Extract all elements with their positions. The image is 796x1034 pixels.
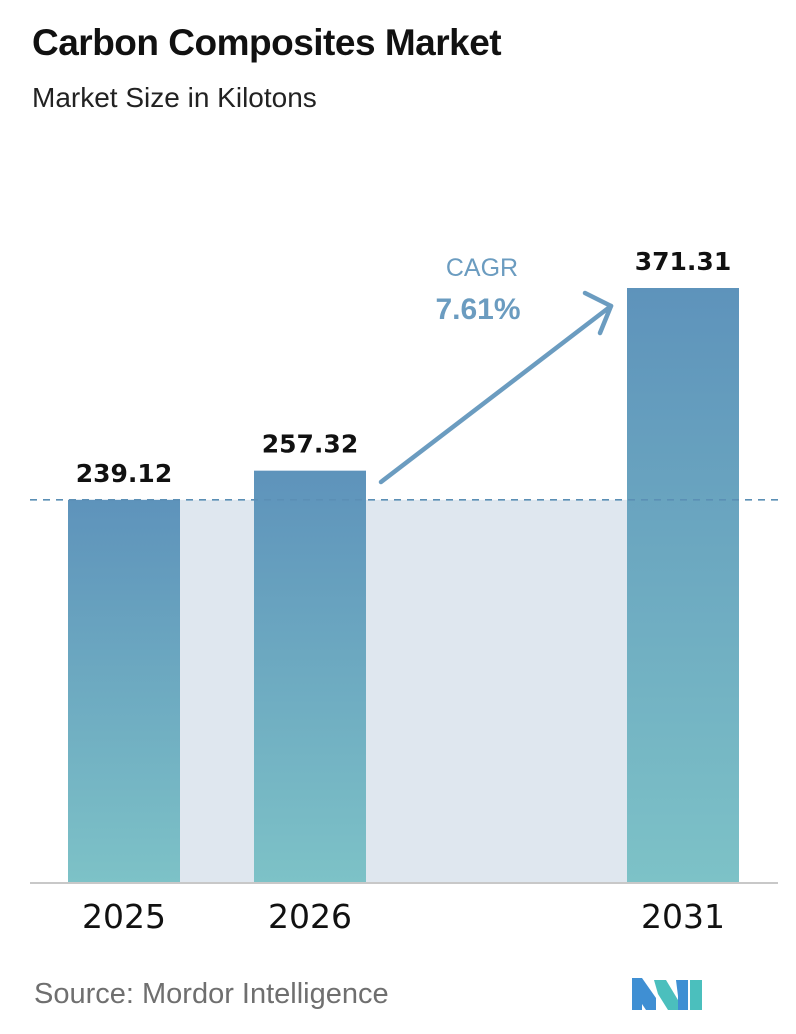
bar-2025 bbox=[68, 499, 180, 883]
source-note: Source: Mordor Intelligence bbox=[34, 978, 389, 1010]
cagr-value: 7.61% bbox=[435, 293, 520, 326]
bar-2031 bbox=[627, 288, 739, 883]
value-label-2031: 371.31 bbox=[635, 247, 731, 276]
bar-2026 bbox=[254, 470, 366, 883]
cagr-arrow-shaft bbox=[378, 303, 614, 485]
value-label-2025: 239.12 bbox=[76, 459, 172, 488]
value-label-2026: 257.32 bbox=[262, 430, 358, 459]
bar-chart: 239.12 2025 257.32 2026 371.31 2031 CAGR 7.61… bbox=[30, 247, 780, 936]
mordor-intelligence-logo-icon bbox=[632, 978, 702, 1010]
cagr-label: CAGR bbox=[446, 254, 518, 282]
x-tick-label-2026: 2026 bbox=[268, 897, 352, 936]
cagr-arrow bbox=[378, 290, 614, 485]
chart-title: Carbon Composites Market bbox=[32, 22, 502, 63]
chart-subtitle: Market Size in Kilotons bbox=[32, 82, 317, 113]
x-tick-label-2031: 2031 bbox=[641, 897, 725, 936]
x-tick-label-2025: 2025 bbox=[82, 897, 166, 936]
cagr-arrow-head bbox=[582, 290, 614, 336]
